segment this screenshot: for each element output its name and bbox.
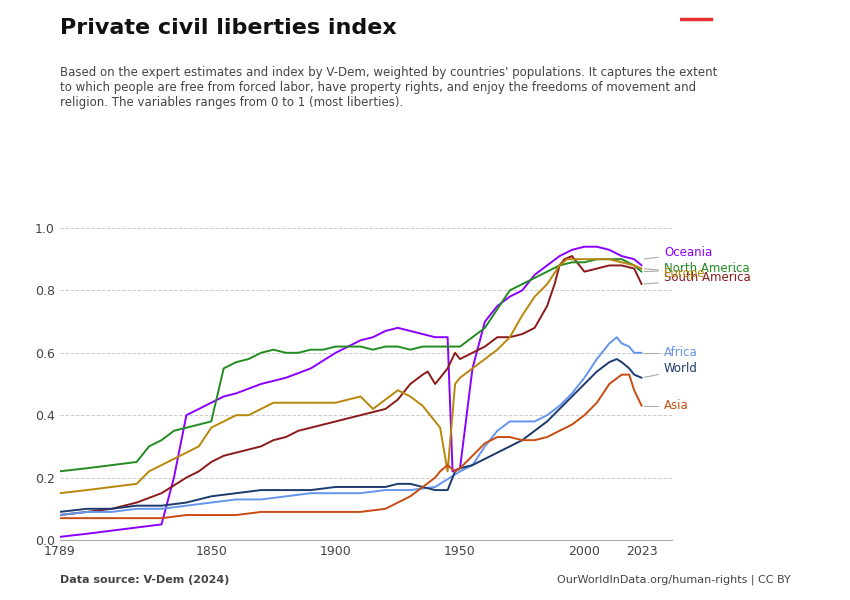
Text: Data source: V-Dem (2024): Data source: V-Dem (2024) [60,575,229,585]
Text: in Data: in Data [710,52,752,62]
Text: North America: North America [644,262,750,275]
Text: World: World [644,362,698,377]
Text: Europe: Europe [644,267,705,280]
Text: Our World: Our World [701,31,761,41]
Text: Africa: Africa [644,346,698,359]
Text: Based on the expert estimates and index by V-Dem, weighted by countries' populat: Based on the expert estimates and index … [60,66,717,109]
Text: Asia: Asia [644,400,688,412]
Text: OurWorldInData.org/human-rights | CC BY: OurWorldInData.org/human-rights | CC BY [557,575,790,585]
Text: Private civil liberties index: Private civil liberties index [60,18,396,38]
Text: South America: South America [644,271,751,284]
Text: Oceania: Oceania [644,247,712,259]
